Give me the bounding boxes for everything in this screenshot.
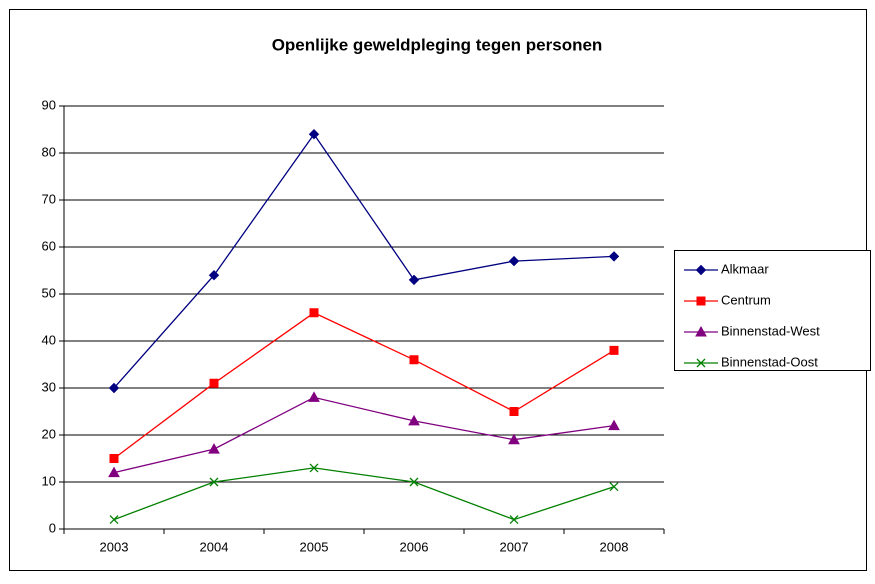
y-tick-label: 50 <box>42 285 56 300</box>
marker <box>508 433 520 445</box>
marker <box>209 378 219 388</box>
marker <box>108 466 120 478</box>
y-tick-label: 40 <box>42 332 56 347</box>
x-tick-label: 2007 <box>500 539 529 554</box>
chart-title: Openlijke geweldpleging tegen personen <box>272 35 603 54</box>
x-tick-label: 2006 <box>400 539 429 554</box>
marker <box>608 419 620 431</box>
legend-label: Centrum <box>721 292 771 307</box>
marker <box>309 308 319 318</box>
marker <box>208 443 220 454</box>
x-tick-label: 2008 <box>600 539 629 554</box>
marker <box>408 414 420 426</box>
y-tick-label: 30 <box>42 379 56 394</box>
marker <box>509 515 519 525</box>
marker <box>609 345 619 355</box>
marker <box>609 482 619 492</box>
x-tick-label: 2003 <box>100 539 129 554</box>
marker <box>109 454 119 463</box>
marker <box>696 296 706 306</box>
series-line <box>113 467 615 521</box>
series-line <box>113 312 615 460</box>
x-tick-label: 2004 <box>200 539 229 554</box>
y-tick-label: 90 <box>42 97 56 112</box>
marker <box>209 477 219 487</box>
marker <box>308 391 320 402</box>
marker <box>695 325 707 337</box>
y-tick-label: 10 <box>42 473 56 488</box>
marker <box>309 463 319 473</box>
y-tick-label: 0 <box>49 520 56 535</box>
marker <box>308 128 320 140</box>
series-line <box>113 133 615 389</box>
marker <box>608 251 620 262</box>
series-line <box>113 396 615 474</box>
marker <box>696 358 706 368</box>
marker <box>208 269 220 281</box>
y-tick-label: 20 <box>42 426 56 441</box>
marker <box>508 255 520 267</box>
y-tick-label: 60 <box>42 238 56 253</box>
marker <box>409 355 419 365</box>
marker <box>108 382 120 394</box>
marker <box>409 477 419 487</box>
y-tick-label: 80 <box>42 144 56 159</box>
legend-label: Binnenstad-Oost <box>721 354 818 369</box>
x-tick-label: 2005 <box>300 539 329 554</box>
marker <box>509 407 519 416</box>
marker <box>695 264 707 276</box>
legend-label: Binnenstad-West <box>721 323 820 338</box>
marker <box>109 515 119 525</box>
marker <box>408 274 420 286</box>
y-tick-label: 70 <box>42 191 56 206</box>
legend-label: Alkmaar <box>721 261 769 276</box>
